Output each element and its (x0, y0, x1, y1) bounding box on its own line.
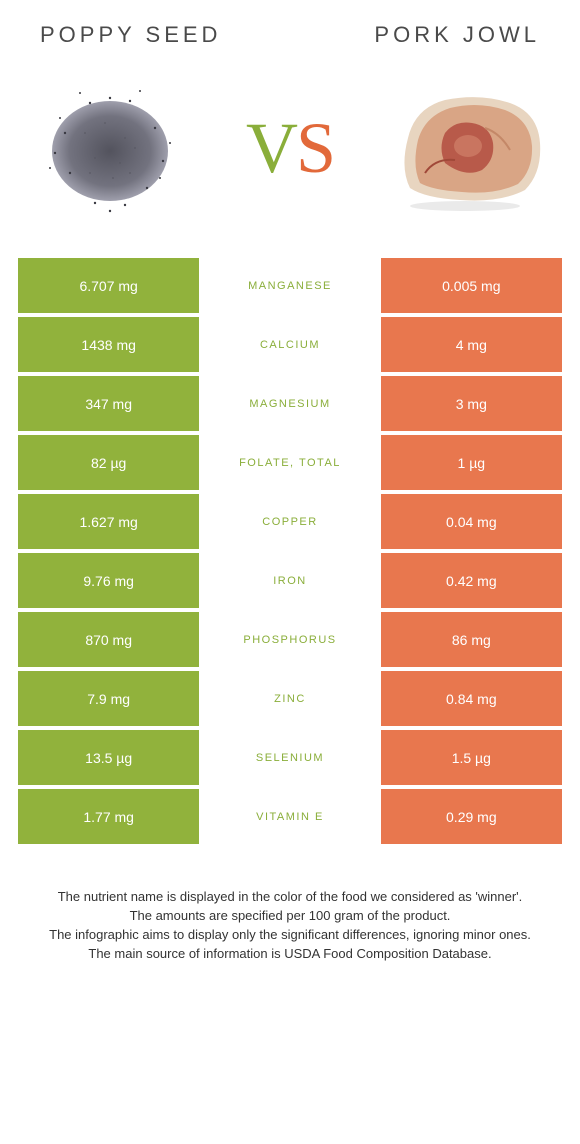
nutrient-label: Copper (199, 494, 380, 549)
nutrient-row: 13.5 µgSelenium1.5 µg (18, 730, 562, 785)
nutrient-label: Phosphorus (199, 612, 380, 667)
nutrient-row: 1.77 mgVitamin E0.29 mg (18, 789, 562, 844)
right-food-title: Pork jowl (374, 22, 540, 48)
nutrient-row: 7.9 mgZinc0.84 mg (18, 671, 562, 726)
left-value: 870 mg (18, 612, 199, 667)
left-value: 1.77 mg (18, 789, 199, 844)
left-value: 13.5 µg (18, 730, 199, 785)
nutrient-row: 82 µgFolate, total1 µg (18, 435, 562, 490)
nutrient-label: Manganese (199, 258, 380, 313)
nutrient-row: 9.76 mgIron0.42 mg (18, 553, 562, 608)
nutrient-label: Magnesium (199, 376, 380, 431)
footnotes: The nutrient name is displayed in the co… (0, 848, 580, 963)
vs-label: VS (246, 107, 334, 190)
nutrient-row: 1438 mgCalcium4 mg (18, 317, 562, 372)
vs-v: V (246, 108, 296, 188)
nutrient-label: Iron (199, 553, 380, 608)
right-value: 0.42 mg (381, 553, 562, 608)
left-value: 9.76 mg (18, 553, 199, 608)
right-value: 0.04 mg (381, 494, 562, 549)
right-value: 1 µg (381, 435, 562, 490)
hero-row: VS (0, 48, 580, 258)
right-value: 86 mg (381, 612, 562, 667)
right-value: 0.84 mg (381, 671, 562, 726)
nutrient-row: 1.627 mgCopper0.04 mg (18, 494, 562, 549)
left-food-title: Poppy seed (40, 22, 221, 48)
header: Poppy seed Pork jowl (0, 0, 580, 48)
left-value: 6.707 mg (18, 258, 199, 313)
footnote-line: The infographic aims to display only the… (30, 926, 550, 945)
footnote-line: The amounts are specified per 100 gram o… (30, 907, 550, 926)
nutrient-row: 347 mgMagnesium3 mg (18, 376, 562, 431)
right-value: 1.5 µg (381, 730, 562, 785)
vs-s: S (296, 108, 334, 188)
right-value: 0.005 mg (381, 258, 562, 313)
left-value: 7.9 mg (18, 671, 199, 726)
nutrient-label: Calcium (199, 317, 380, 372)
nutrient-row: 870 mgPhosphorus86 mg (18, 612, 562, 667)
footnote-line: The main source of information is USDA F… (30, 945, 550, 964)
left-value: 82 µg (18, 435, 199, 490)
footnote-line: The nutrient name is displayed in the co… (30, 888, 550, 907)
pork-jowl-image (390, 68, 550, 228)
left-value: 347 mg (18, 376, 199, 431)
right-value: 3 mg (381, 376, 562, 431)
poppy-seed-image (30, 68, 190, 228)
right-value: 0.29 mg (381, 789, 562, 844)
left-value: 1438 mg (18, 317, 199, 372)
left-value: 1.627 mg (18, 494, 199, 549)
nutrient-table: 6.707 mgManganese0.005 mg1438 mgCalcium4… (0, 258, 580, 844)
nutrient-row: 6.707 mgManganese0.005 mg (18, 258, 562, 313)
nutrient-label: Vitamin E (199, 789, 380, 844)
nutrient-label: Zinc (199, 671, 380, 726)
right-value: 4 mg (381, 317, 562, 372)
nutrient-label: Selenium (199, 730, 380, 785)
nutrient-label: Folate, total (199, 435, 380, 490)
